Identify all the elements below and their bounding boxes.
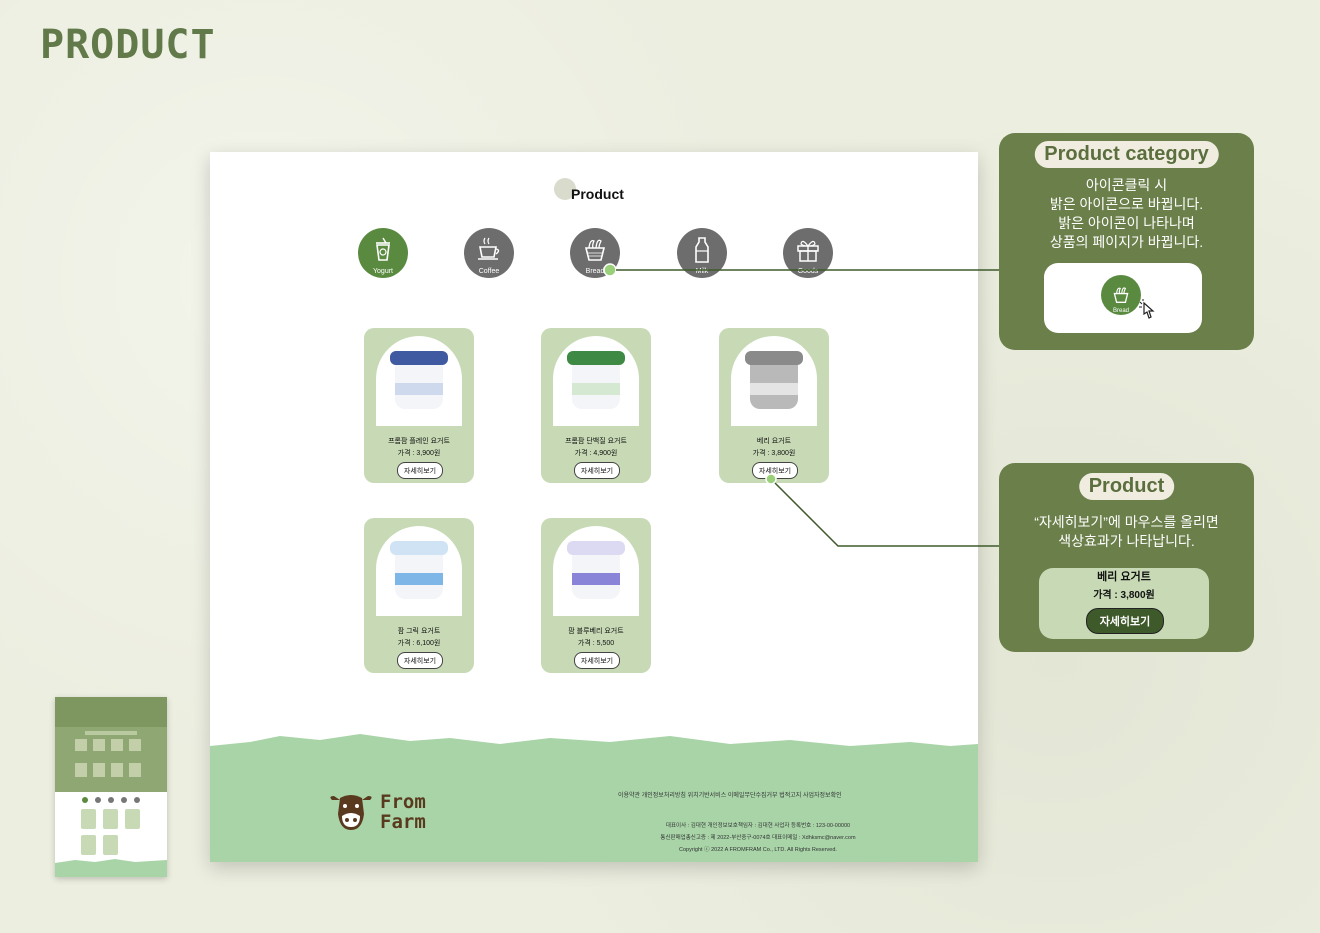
product-price: 가격 : 4,900원 <box>574 450 618 457</box>
yogurt-cup-image <box>745 351 803 411</box>
yogurt-cup-image <box>567 541 625 601</box>
detail-button-hover[interactable]: 자세히보기 <box>1086 608 1164 634</box>
product-name: 프롬팜 플레인 요거트 <box>388 438 450 445</box>
panel-title: Product category <box>1034 141 1219 168</box>
description-line: 밝은 아이콘이 나타나며 <box>1058 215 1195 231</box>
detail-button[interactable]: 자세히보기 <box>752 462 798 479</box>
panel-title: Product <box>1078 473 1175 500</box>
product-image <box>553 526 639 616</box>
product-hover-demo: 베리 요거트 가격 : 3,800원 자세히보기 <box>1039 568 1209 639</box>
product-name: 베리 요거트 <box>756 438 792 445</box>
product-price: 가격 : 3,800원 <box>752 450 796 457</box>
product-price: 가격 : 3,900원 <box>397 450 441 457</box>
footer-info: 대표이사 : 김대현 개인정보보호책임자 : 김대현 사업자 등록번호 : 12… <box>628 820 888 856</box>
category-label: Milk <box>695 268 709 275</box>
company-info: 대표이사 : 김대현 개인정보보호책임자 : 김대현 사업자 등록번호 : 12… <box>665 823 851 829</box>
description-line: 상품의 페이지가 바뀝니다. <box>1049 234 1204 250</box>
category-label: Yogurt <box>373 268 393 275</box>
gift-icon <box>797 240 819 262</box>
detail-button[interactable]: 자세히보기 <box>397 462 443 479</box>
bread-icon <box>1113 287 1129 303</box>
bread-icon <box>584 239 606 261</box>
category-milk[interactable]: Milk <box>677 228 727 278</box>
category-label: Bread <box>585 268 605 275</box>
description-line: 밝은 아이콘으로 바뀝니다. <box>1049 196 1204 212</box>
yogurt-cup-image <box>567 351 625 411</box>
category-bread[interactable]: Bread <box>570 228 620 278</box>
footer-hills <box>210 734 978 862</box>
demo-product-name: 베리 요거트 <box>1097 571 1151 583</box>
product-card: 베리 요거트 가격 : 3,800원 자세히보기 <box>719 328 829 483</box>
title-decoration <box>554 178 576 200</box>
logo-line2: Farm <box>380 811 426 833</box>
description-line: “자세히보기”에 마우스를 올리면 <box>1034 514 1219 530</box>
product-name: 팜 그릭 요거트 <box>397 628 441 635</box>
panel-description: “자세히보기”에 마우스를 올리면 색상효과가 나타납니다. <box>999 513 1254 551</box>
description-line: 색상효과가 나타납니다. <box>1058 533 1195 549</box>
description-line: 아이콘클릭 시 <box>1085 177 1168 193</box>
category-coffee[interactable]: Coffee <box>464 228 514 278</box>
product-image <box>553 336 639 426</box>
product-card: 프롬팜 단백질 요거트 가격 : 4,900원 자세히보기 <box>541 328 651 483</box>
demo-label: Bread <box>1112 308 1129 314</box>
product-price: 가격 : 5,500 <box>577 640 615 647</box>
page-mockup: Product Yogurt Coffee Bread Milk Goods 프… <box>210 152 978 862</box>
yogurt-cup-image <box>390 541 448 601</box>
category-annotation-panel: Product category 아이콘클릭 시 밝은 아이콘으로 바뀝니다. … <box>999 133 1254 350</box>
active-bread-button[interactable]: Bread <box>1101 275 1141 315</box>
product-annotation-panel: Product “자세히보기”에 마우스를 올리면 색상효과가 나타납니다. 베… <box>999 463 1254 652</box>
product-name: 팜 블루베리 요거트 <box>568 628 624 635</box>
category-label: Coffee <box>478 268 500 275</box>
registration-info: 통신판매업총신고증 : 제 2022-부산중구-0074호 대표이메일 : Xd… <box>660 835 856 841</box>
detail-button[interactable]: 자세히보기 <box>574 462 620 479</box>
detail-button[interactable]: 자세히보기 <box>574 652 620 669</box>
product-image <box>376 526 462 616</box>
milk-icon <box>695 237 709 263</box>
detail-button[interactable]: 자세히보기 <box>397 652 443 669</box>
fromfarm-logo[interactable]: From Farm <box>328 792 426 832</box>
footer-links[interactable]: 이용약관 개인정보처리방침 위치기반서비스 이메일무단수집거부 법적고지 사업자… <box>618 793 842 799</box>
panel-description: 아이콘클릭 시 밝은 아이콘으로 바뀝니다. 밝은 아이콘이 나타나며 상품의 … <box>999 176 1254 252</box>
product-card: 팜 그릭 요거트 가격 : 6,100원 자세히보기 <box>364 518 474 673</box>
product-card: 프롬팜 플레인 요거트 가격 : 3,900원 자세히보기 <box>364 328 474 483</box>
cow-logo-icon <box>330 795 372 830</box>
product-card: 팜 블루베리 요거트 가격 : 5,500 자세히보기 <box>541 518 651 673</box>
product-price: 가격 : 6,100원 <box>397 640 441 647</box>
pointer-cursor-icon <box>1139 299 1155 319</box>
yogurt-icon <box>376 237 390 261</box>
yogurt-cup-image <box>390 351 448 411</box>
category-yogurt[interactable]: Yogurt <box>358 228 408 278</box>
demo-product-price: 가격 : 3,800원 <box>1093 590 1155 601</box>
category-label: Goods <box>797 268 819 275</box>
full-page-thumbnail <box>55 697 167 877</box>
product-image <box>376 336 462 426</box>
logo-line1: From <box>380 791 426 813</box>
coffee-icon <box>478 237 500 260</box>
copyright: Copyright ⓒ 2022 A FROMFRAM Co., LTD. Al… <box>679 847 837 853</box>
category-goods[interactable]: Goods <box>783 228 833 278</box>
product-name: 프롬팜 단백질 요거트 <box>565 438 627 445</box>
section-title: Product <box>571 186 624 202</box>
thumbnail-preview-image <box>55 697 167 877</box>
product-image <box>731 336 817 426</box>
category-hover-demo: Bread <box>1044 263 1202 333</box>
page-heading: PRODUCT <box>40 22 216 68</box>
